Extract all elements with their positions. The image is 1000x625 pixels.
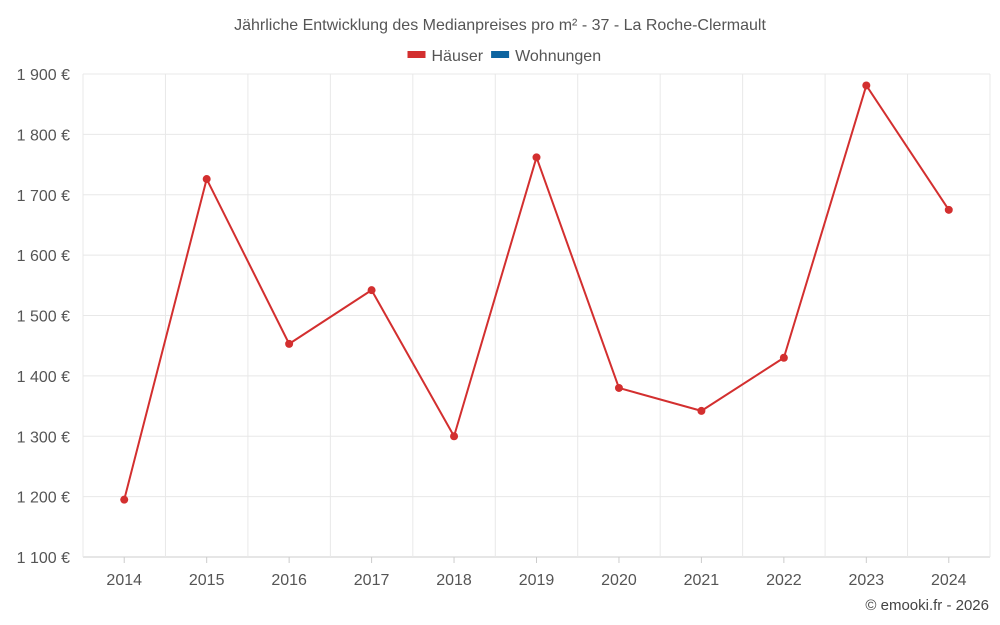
y-tick-label: 1 200 € (17, 490, 70, 507)
x-tick-label: 2020 (601, 572, 637, 589)
y-tick-label: 1 300 € (17, 429, 70, 446)
y-tick-label: 1 800 € (17, 127, 70, 144)
x-tick-label: 2023 (849, 572, 885, 589)
y-tick-label: 1 900 € (17, 67, 70, 84)
legend: Häuser Wohnungen (407, 48, 601, 65)
y-tick-label: 1 700 € (17, 188, 70, 205)
x-tick-label: 2017 (354, 572, 390, 589)
x-tick-label: 2016 (271, 572, 307, 589)
data-point[interactable] (944, 205, 953, 214)
data-point[interactable] (285, 339, 294, 348)
data-point[interactable] (862, 81, 871, 90)
y-tick-label: 1 600 € (17, 248, 70, 265)
copyright-footer: © emooki.fr - 2026 (865, 597, 989, 614)
y-tick-label: 1 500 € (17, 309, 70, 326)
x-tick-label: 2022 (766, 572, 802, 589)
data-point[interactable] (450, 432, 459, 441)
x-tick-label: 2024 (931, 572, 967, 589)
legend-swatch[interactable] (491, 51, 510, 58)
x-tick-label: 2018 (436, 572, 472, 589)
legend-label[interactable]: Häuser (432, 48, 484, 65)
data-point[interactable] (614, 383, 623, 392)
x-tick-label: 2021 (684, 572, 720, 589)
x-tick-label: 2015 (189, 572, 225, 589)
y-tick-label: 1 400 € (17, 369, 70, 386)
x-tick-label: 2014 (106, 572, 142, 589)
legend-swatch[interactable] (407, 51, 426, 58)
data-point[interactable] (120, 495, 129, 504)
data-point[interactable] (532, 153, 541, 162)
data-point[interactable] (367, 286, 376, 295)
y-axis: 1 100 € 1 200 € 1 300 € 1 400 € 1 500 € 1 600… (17, 67, 70, 567)
chart-title: Jährliche Entwicklung des Medianpreises … (234, 17, 766, 34)
data-point[interactable] (697, 406, 706, 415)
data-point[interactable] (779, 353, 788, 362)
y-tick-label: 1 100 € (17, 550, 70, 567)
series-layer (120, 81, 953, 504)
data-point[interactable] (202, 175, 211, 184)
grid (82, 73, 991, 558)
x-axis: 2014 2015 2016 2017 2018 2019 2020 2021 2022 2023… (106, 557, 967, 589)
x-tick-label: 2019 (519, 572, 555, 589)
legend-label[interactable]: Wohnungen (515, 48, 601, 65)
